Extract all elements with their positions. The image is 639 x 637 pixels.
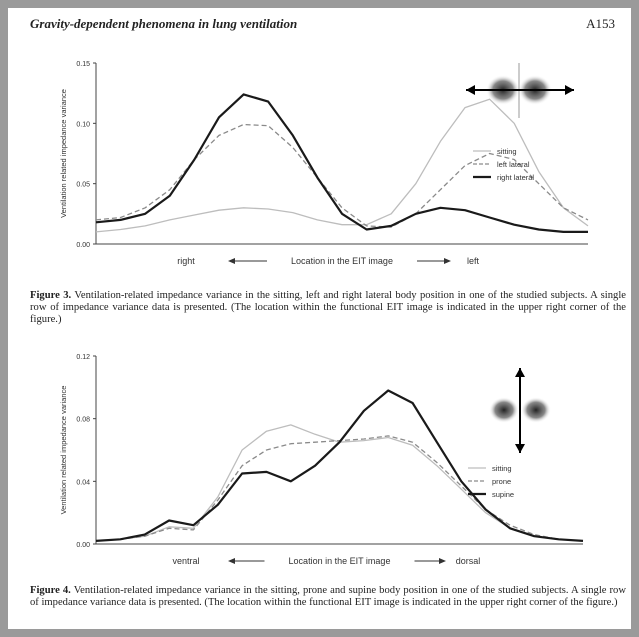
y-tick-label: 0.15 — [76, 61, 90, 68]
x-end-label: dorsal — [456, 556, 481, 566]
legend-label: sitting — [497, 147, 517, 156]
page-number: A153 — [586, 16, 615, 31]
figures: 0.00 0.05 0.10 0.15 Ventilation related impe… — [59, 61, 589, 566]
y-tick-label: 0.00 — [76, 542, 90, 549]
eit-inset — [489, 368, 551, 453]
legend-label: supine — [492, 490, 514, 499]
y-tick-label: 0.04 — [76, 479, 90, 486]
legend-label: sitting — [492, 464, 512, 473]
caption-text: Ventilation-related impedance variance i… — [30, 585, 626, 608]
series-line — [95, 389, 584, 542]
caption-label: Figure 4. — [30, 585, 71, 596]
figure-caption: Figure 3. Ventilation-related impedance … — [30, 290, 626, 326]
y-tick-label: 0.08 — [76, 417, 90, 424]
y-axis-title: Ventilation related impedance variance — [59, 89, 68, 218]
figure-caption: Figure 4. Ventilation-related impedance … — [30, 585, 626, 609]
x-arrow-head — [228, 558, 235, 564]
x-arrow-head — [439, 558, 446, 564]
running-title: Gravity-dependent phenomena in lung vent… — [30, 16, 298, 31]
x-end-label: ventral — [172, 556, 199, 566]
series-line — [95, 93, 588, 233]
y-axis-title: Ventilation related impedance variance — [59, 386, 68, 515]
x-axis-title: Location in the EIT image — [289, 556, 391, 566]
caption-label: Figure 3. — [30, 290, 72, 301]
y-tick-label: 0.05 — [76, 182, 90, 189]
series-line — [95, 98, 589, 233]
legend-label: prone — [492, 477, 511, 486]
paper-page: Gravity-dependent phenomena in lung vent… — [8, 8, 631, 629]
legend-label: right lateral — [497, 173, 534, 182]
caption-text: Ventilation-related impedance variance i… — [30, 290, 626, 325]
legend-label: left lateral — [497, 160, 530, 169]
x-axis-title: Location in the EIT image — [291, 256, 393, 266]
x-end-label: left — [467, 256, 480, 266]
series-line — [95, 123, 589, 228]
x-arrow-head — [228, 258, 235, 264]
y-tick-label: 0.10 — [76, 121, 90, 128]
y-tick-label: 0.12 — [76, 354, 90, 361]
x-end-label: right — [177, 256, 195, 266]
eit-inset — [466, 63, 574, 118]
x-arrow-head — [444, 258, 451, 264]
y-tick-label: 0.00 — [76, 242, 90, 249]
series-line — [95, 435, 584, 542]
